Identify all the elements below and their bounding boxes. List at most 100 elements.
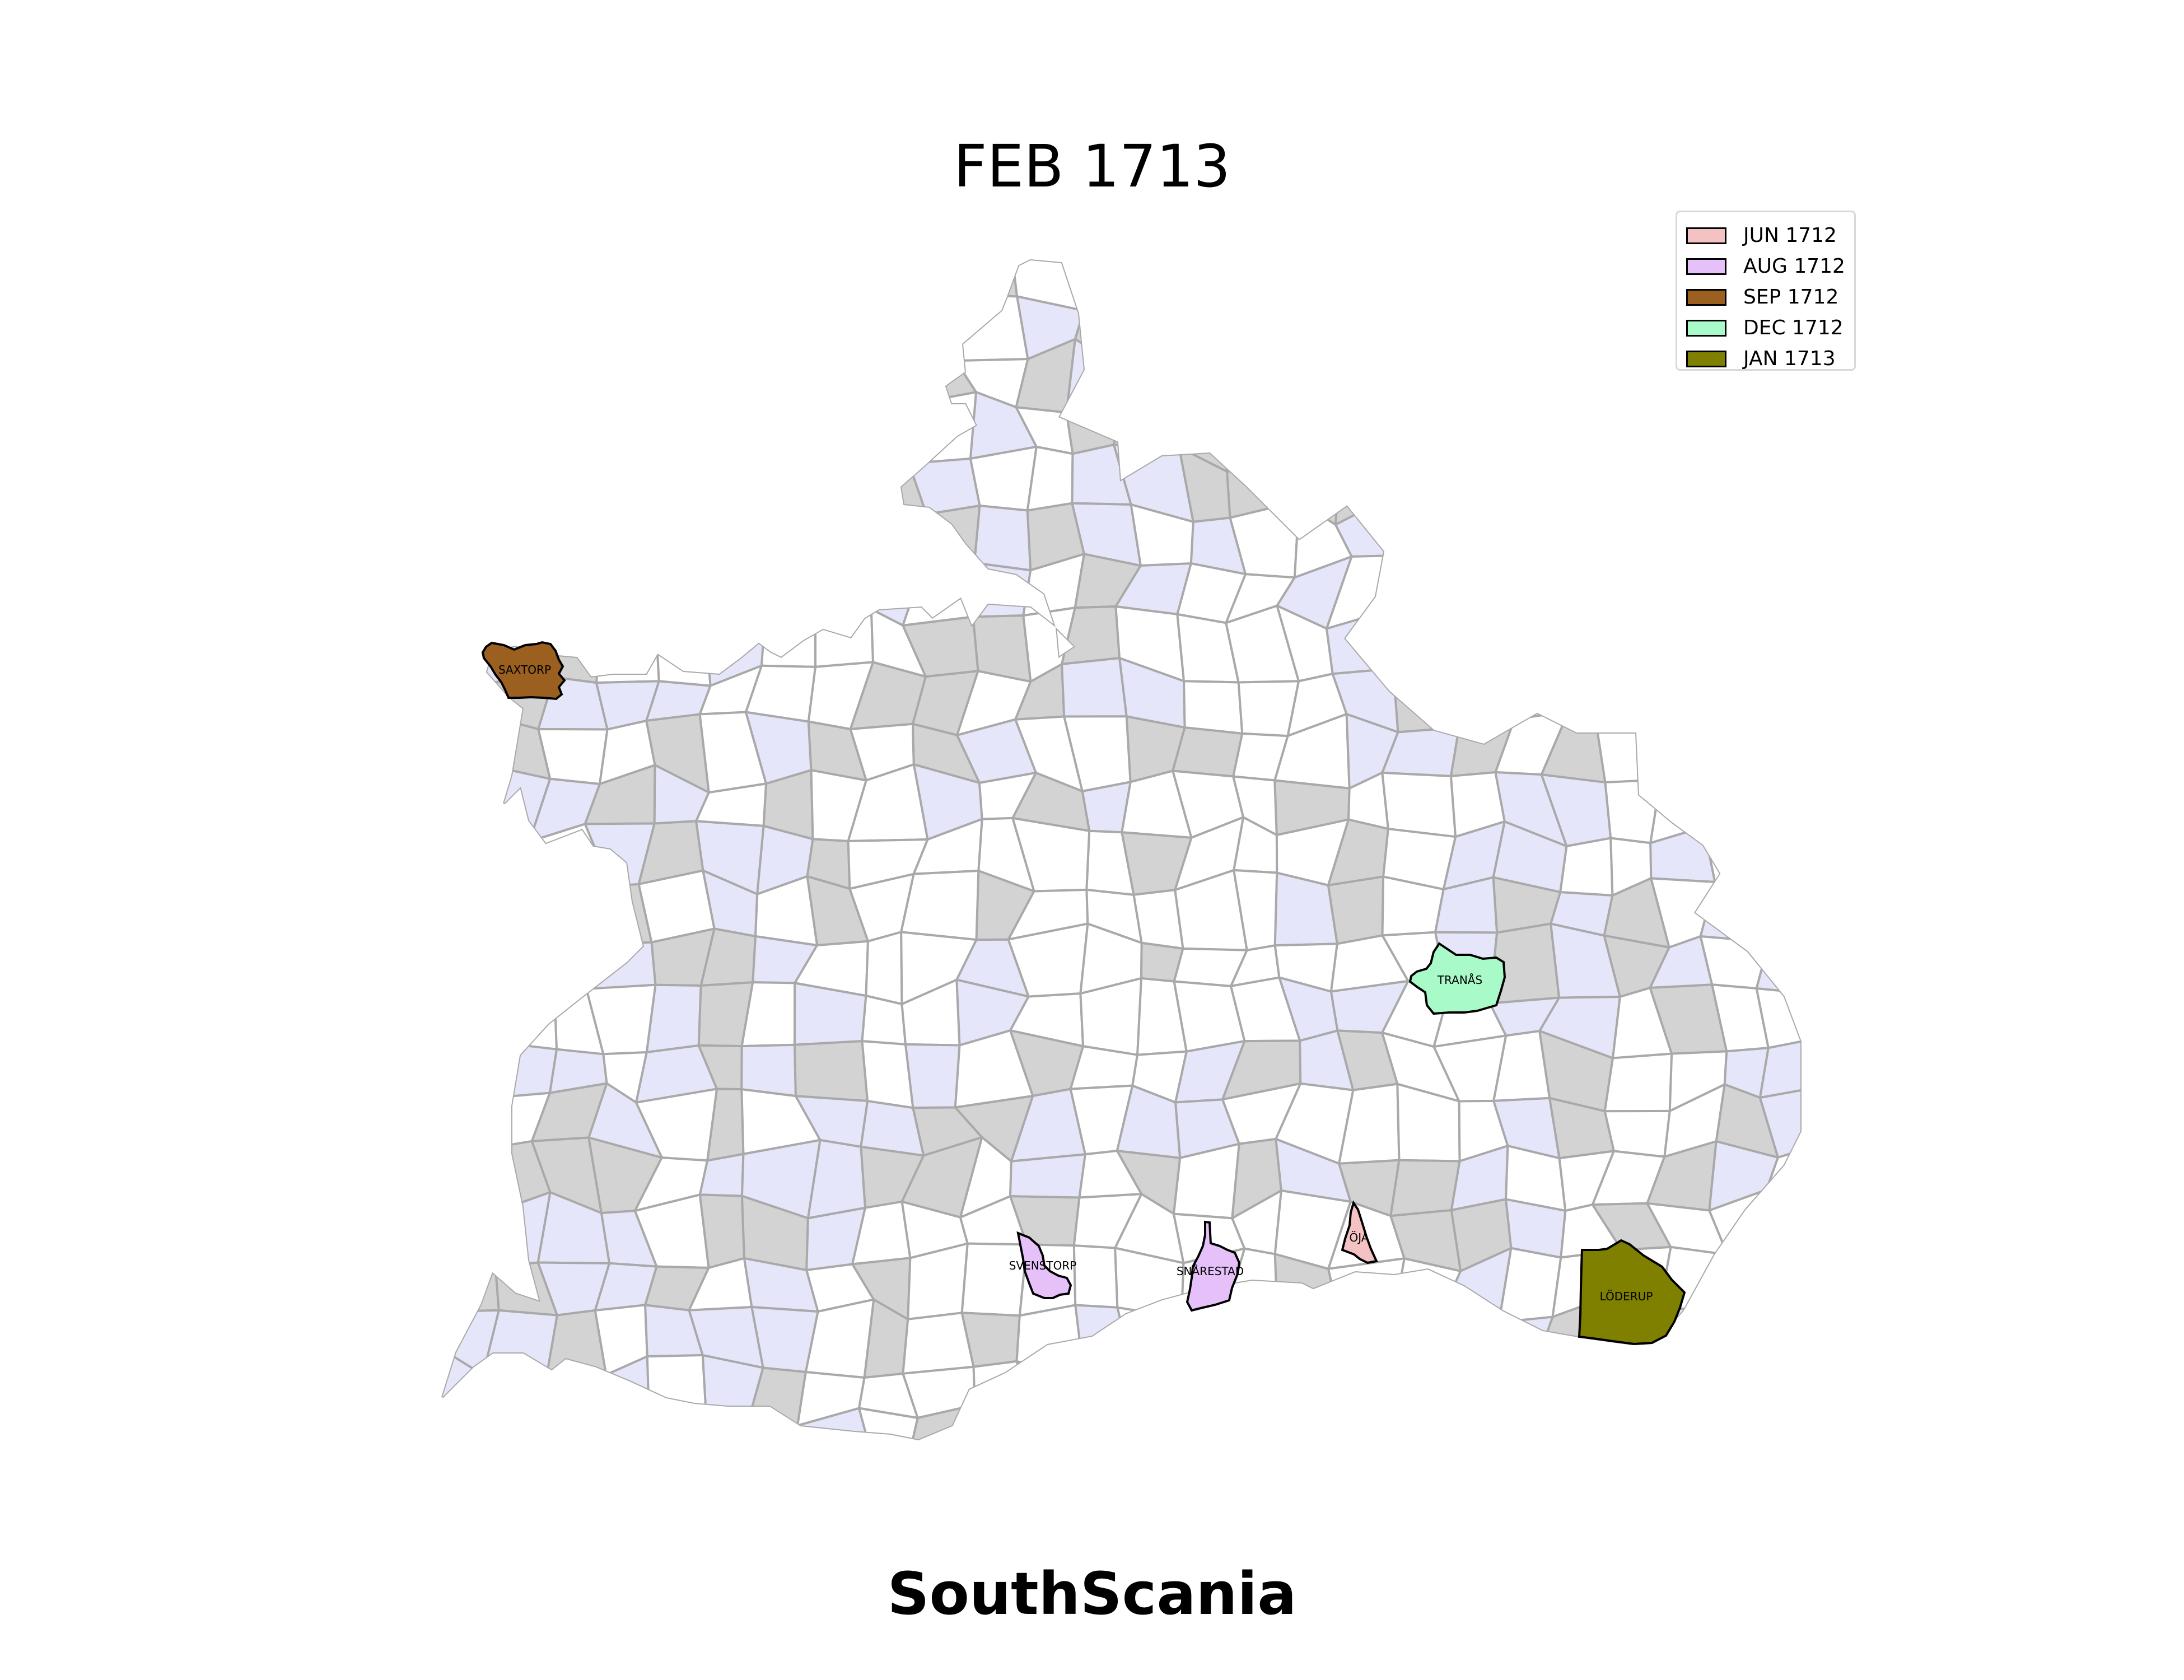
parish-cell	[1702, 781, 1780, 830]
parish-cell	[1448, 612, 1502, 681]
parish-cell	[1771, 787, 1800, 847]
parish-cell	[1391, 260, 1462, 314]
parish-cell	[484, 296, 540, 366]
parish-cell	[1808, 1304, 1881, 1357]
parish-cell	[1338, 391, 1410, 471]
label-saxtorp: SAXTORP	[498, 663, 551, 676]
parish-cell	[581, 363, 659, 421]
parish-cell	[1824, 1350, 1875, 1429]
parish-cell	[1113, 397, 1188, 449]
parish-cell	[687, 363, 756, 398]
parish-cell	[640, 470, 713, 506]
parish-cell	[693, 556, 766, 634]
parish-cell	[1439, 348, 1513, 419]
parish-cell	[1699, 881, 1771, 944]
parish-cell	[598, 553, 657, 620]
parish-loderup[interactable]	[1578, 1239, 1686, 1346]
parish-cell	[1502, 1410, 1567, 1439]
parish-cell	[854, 343, 925, 408]
parish-snarestad[interactable]	[1186, 1220, 1241, 1312]
parish-cell	[1129, 1405, 1194, 1439]
parish-cell	[707, 260, 767, 305]
parish-cell	[1378, 460, 1454, 503]
parish-cell	[1130, 1354, 1194, 1421]
parish-cell	[1222, 1318, 1301, 1370]
parish-cell	[1608, 461, 1667, 520]
parish-cell	[1436, 310, 1514, 361]
parish-cell	[1807, 1040, 1875, 1090]
parish-cell	[1726, 1242, 1768, 1310]
parish-cell	[1393, 1409, 1460, 1439]
parish-saxtorp[interactable]	[481, 641, 566, 701]
parish-cell	[1824, 1427, 1861, 1481]
parish-cell	[1009, 1153, 1086, 1199]
parish-cell	[539, 394, 598, 458]
parish-cell	[1765, 500, 1800, 569]
parish-cell	[442, 1096, 501, 1155]
parish-cell	[479, 949, 556, 1006]
parish-cell	[642, 1426, 710, 1439]
parish-cell	[1506, 260, 1567, 313]
parish-cell	[745, 298, 813, 368]
parish-cell	[1818, 459, 1887, 519]
parish-cell	[531, 291, 601, 366]
legend-label: SEP 1712	[1743, 286, 1839, 309]
parish-cell	[1399, 554, 1457, 615]
label-oja: ÖJA	[1350, 1231, 1369, 1244]
parish-cell	[814, 608, 875, 668]
highlighted-parishes	[481, 641, 1686, 1346]
parish-cell	[1698, 608, 1781, 675]
parish-cell	[1758, 1039, 1800, 1099]
parish-cell	[1765, 559, 1800, 631]
legend-label: DEC 1712	[1743, 316, 1844, 339]
parish-cell	[1814, 675, 1882, 730]
parish-cell	[541, 553, 604, 629]
parish-cell	[1751, 1411, 1800, 1439]
parish-oja[interactable]	[1341, 1200, 1378, 1264]
parish-cell	[1296, 362, 1357, 419]
parish-cell	[793, 1040, 869, 1103]
parish-cell	[1233, 1409, 1295, 1439]
parish-cell	[1505, 502, 1546, 560]
parish-cell	[442, 872, 498, 953]
parish-cell	[1812, 1205, 1881, 1268]
parish-cell	[1773, 625, 1800, 676]
parish-cell	[581, 291, 663, 367]
parish-cell	[590, 260, 663, 300]
parish-cell	[635, 567, 707, 634]
parish-cell	[861, 995, 907, 1046]
parish-cell	[1811, 405, 1886, 473]
parish-cell	[1663, 550, 1706, 618]
parish-cell	[904, 1043, 961, 1109]
parish-cell	[969, 445, 1038, 512]
parish-cell	[442, 604, 484, 684]
parish-cell	[1273, 1409, 1338, 1439]
parish-cell	[1065, 338, 1124, 414]
parish-cell	[1435, 551, 1515, 632]
parish-cell	[1704, 497, 1777, 569]
parish-cell	[1812, 1086, 1876, 1161]
parish-cell	[1233, 1359, 1301, 1429]
parish-cell	[954, 294, 1029, 362]
parish-cell	[1061, 657, 1128, 718]
parish-svenstorp[interactable]	[1016, 1231, 1072, 1299]
parish-cell	[854, 291, 923, 356]
parish-cell	[442, 1145, 502, 1211]
parish-cell	[442, 344, 503, 418]
parish-cell	[851, 400, 925, 465]
parish-cell	[925, 505, 981, 564]
parish-cell	[1032, 1412, 1085, 1439]
parish-cell	[1539, 393, 1611, 467]
legend-item: AUG 1712	[1686, 251, 1845, 282]
parish-tranas[interactable]	[1408, 942, 1506, 1015]
parish-cell	[1723, 1300, 1765, 1368]
parish-cell	[1276, 1312, 1354, 1370]
parish-cell	[442, 713, 486, 793]
legend-swatch	[1686, 350, 1726, 367]
parish-cell	[442, 499, 494, 575]
parish-cell	[1809, 925, 1878, 1000]
parish-cell	[1327, 875, 1385, 945]
parish-cell	[1183, 680, 1244, 735]
parish-cell	[442, 1412, 494, 1439]
